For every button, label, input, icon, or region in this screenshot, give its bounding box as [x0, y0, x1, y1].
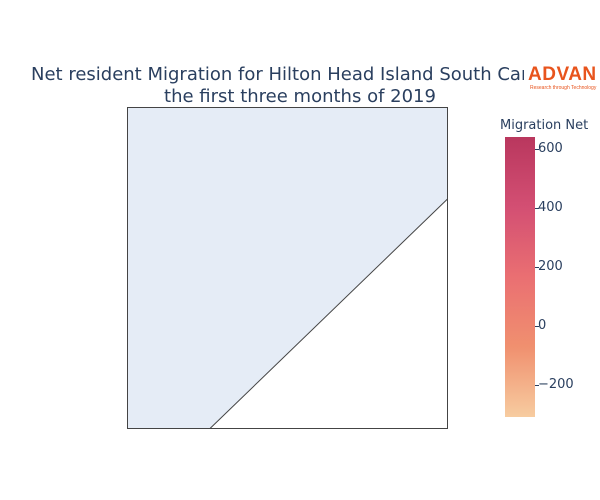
chart-title-line-2: the first three months of 2019	[164, 86, 436, 107]
advan-logo: ADVAN Research through Technology	[524, 64, 600, 94]
colorbar-tick-mark	[535, 326, 539, 327]
map-coastline	[209, 198, 448, 429]
map-frame	[127, 107, 448, 429]
chart-title-line-1: Net resident Migration for Hilton Head I…	[31, 64, 549, 85]
colorbar-tick-label: 200	[538, 259, 563, 274]
colorbar-title: Migration Net	[500, 118, 589, 133]
colorbar-tick-label: 0	[538, 318, 547, 333]
chart-title: Net resident Migration for Hilton Head I…	[0, 64, 600, 108]
map-plot[interactable]	[127, 107, 449, 430]
colorbar-tick-mark	[535, 208, 539, 209]
colorbar-tick-label: 600	[538, 141, 563, 156]
logo-tagline: Research through Technology	[530, 85, 597, 91]
colorbar-gradient	[505, 137, 535, 417]
logo-wordmark: ADVAN	[528, 64, 597, 85]
colorbar-tick-label: 400	[538, 200, 563, 215]
colorbar-tick-mark	[535, 267, 539, 268]
colorbar-tick-label: −200	[538, 377, 574, 392]
colorbar-tick-mark	[535, 149, 539, 150]
colorbar-tick-mark	[535, 385, 539, 386]
